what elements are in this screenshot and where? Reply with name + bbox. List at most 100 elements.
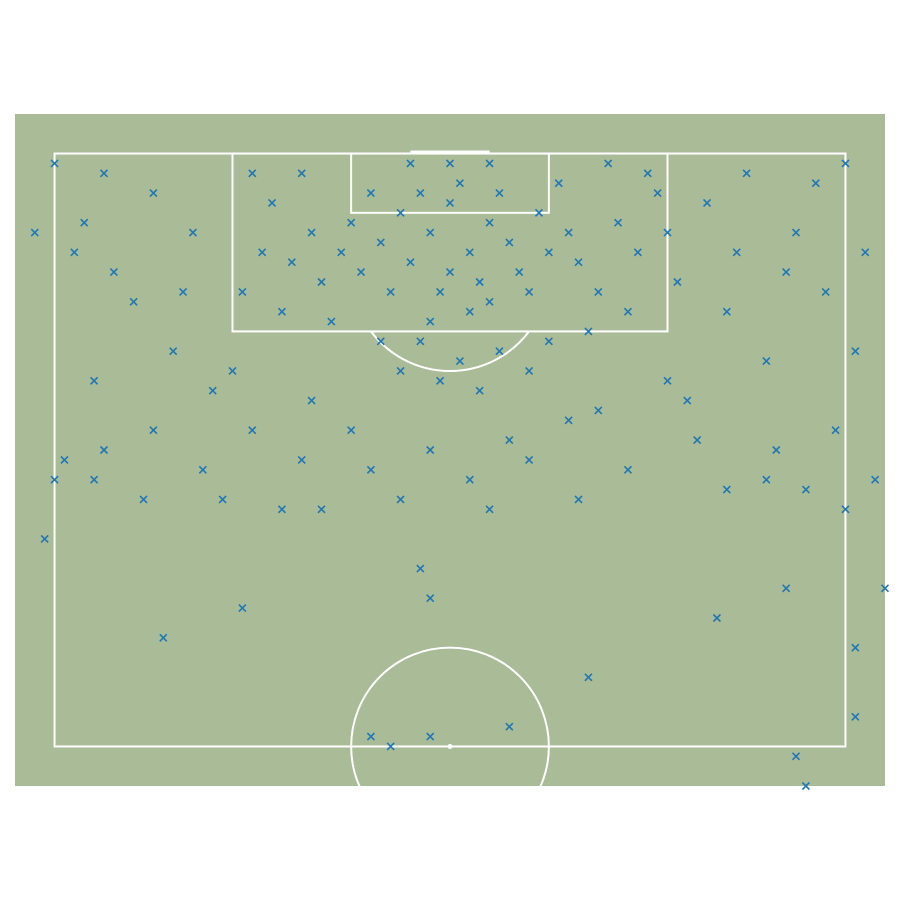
shot-marker: [594, 287, 603, 296]
shot-marker: [594, 406, 603, 415]
shot-marker: [574, 495, 583, 504]
shot-marker: [445, 268, 455, 277]
shot-marker: [554, 179, 563, 188]
shot-marker: [851, 347, 860, 356]
shot-marker: [287, 258, 296, 267]
shot-marker: [99, 445, 109, 455]
shot-marker: [347, 426, 356, 435]
shot-marker: [297, 455, 306, 464]
shot-marker: [396, 208, 405, 217]
shot-marker: [238, 287, 247, 296]
shot-marker: [623, 307, 633, 316]
shot-marker: [50, 475, 59, 484]
shot-marker: [386, 287, 395, 296]
shot-marker: [80, 218, 89, 227]
shot-marker: [307, 396, 316, 405]
shot-marker: [356, 268, 366, 277]
shot-marker: [70, 248, 79, 257]
shot-marker: [851, 643, 860, 652]
shot-marker: [149, 426, 158, 435]
shot-marker: [811, 179, 820, 188]
shot-marker: [436, 287, 445, 296]
shot-marker: [386, 742, 395, 751]
shot-marker: [317, 505, 326, 514]
shot-marker: [604, 159, 613, 168]
shot-marker: [495, 188, 504, 198]
shot-marker: [791, 752, 801, 761]
shot-marker: [465, 307, 474, 316]
shot-marker: [445, 198, 455, 208]
shot-marker: [762, 356, 771, 366]
shot-marker: [337, 248, 346, 257]
shot-marker: [218, 495, 227, 504]
shot-marker: [732, 248, 741, 257]
shot-marker: [307, 228, 316, 237]
shot-marker: [416, 337, 425, 346]
shot-marker: [772, 445, 781, 455]
shot-marker: [149, 188, 158, 198]
shot-marker: [801, 485, 810, 494]
shot-marker: [663, 228, 672, 237]
shot-marker: [643, 169, 652, 178]
shot-marker: [426, 228, 435, 237]
shot-marker: [347, 218, 356, 227]
shot-marker: [267, 198, 277, 208]
shot-marker: [169, 347, 178, 356]
shot-marker: [426, 594, 435, 603]
shot-marker: [544, 337, 553, 346]
shot-marker: [564, 228, 573, 237]
shot-marker: [436, 376, 445, 385]
shot-marker: [416, 188, 425, 198]
shot-marker: [574, 258, 583, 267]
shot-marker: [228, 366, 237, 376]
shot-marker: [515, 268, 524, 277]
shot-marker: [366, 188, 375, 198]
shot-marker: [623, 465, 633, 474]
shot-marker: [534, 208, 544, 217]
shot-marker: [633, 248, 642, 257]
shot-marker: [673, 277, 682, 287]
shot-marker: [426, 445, 435, 455]
shot-marker: [525, 366, 534, 376]
shot-marker: [109, 268, 118, 277]
shot-marker: [801, 781, 810, 791]
shot-marker: [584, 673, 593, 682]
shot-marker: [129, 297, 138, 306]
shot-marker: [544, 248, 553, 257]
shot-marker: [841, 159, 850, 168]
shot-marker: [40, 534, 49, 544]
shot-marker: [505, 238, 514, 247]
shot-marker: [99, 169, 109, 178]
shot-marker: [841, 505, 850, 514]
shot-marker: [426, 732, 435, 741]
shot-marker: [426, 317, 435, 326]
shot-marker: [782, 268, 791, 277]
shot-marker: [208, 386, 217, 395]
shot-marker: [683, 396, 692, 405]
shot-marker: [376, 238, 385, 247]
shot-marker: [198, 465, 207, 474]
shot-marker: [277, 307, 286, 316]
shot-marker: [60, 455, 69, 464]
shot-marker: [791, 228, 801, 237]
shot-marker: [525, 455, 534, 464]
shot-marker: [179, 287, 188, 296]
shot-marker: [564, 416, 573, 425]
shot-marker: [238, 604, 247, 613]
shot-marker: [653, 188, 662, 198]
shot-marker: [702, 198, 712, 208]
shot-marker: [317, 277, 326, 287]
shot-marker: [485, 218, 494, 227]
shot-marker: [871, 475, 880, 484]
shot-marker: [139, 495, 148, 504]
shot-marker: [277, 505, 286, 514]
shot-marker: [722, 485, 731, 494]
shot-marker: [90, 376, 99, 385]
shot-marker: [406, 258, 415, 267]
shot-marker: [485, 505, 494, 514]
shot-marker: [525, 287, 534, 296]
shot-marker: [475, 386, 484, 395]
shot-marker: [465, 248, 474, 257]
shot-marker: [366, 465, 375, 474]
shot-marker: [693, 436, 702, 445]
